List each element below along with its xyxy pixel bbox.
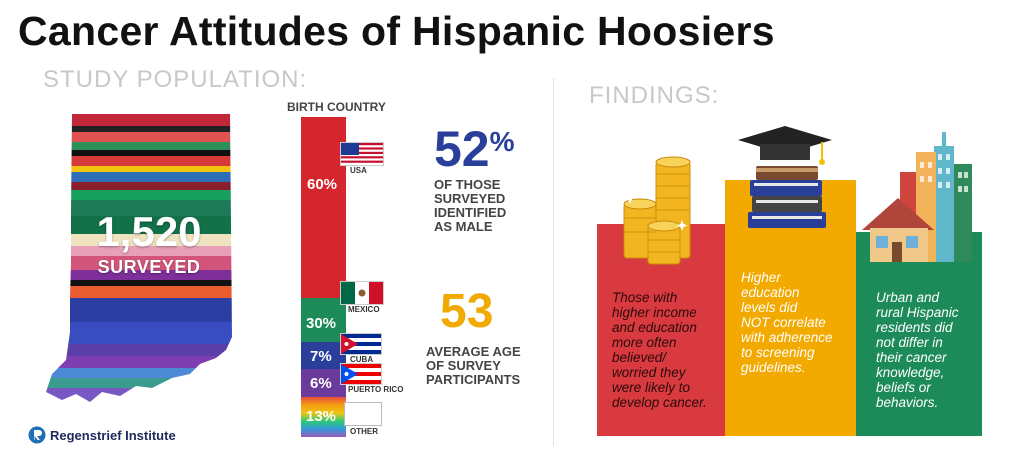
finding-urban-rural-text: Urban and rural Hispanic residents did n… <box>876 290 959 410</box>
gold-coins-icon <box>623 156 691 265</box>
finding-line: Urban and <box>876 290 940 305</box>
age-stat-line: OF SURVEY <box>426 358 501 373</box>
finding-line: knowledge, <box>876 365 945 380</box>
other-percent: 13% <box>306 408 337 425</box>
findings-heading: FINDINGS: <box>589 82 720 109</box>
finding-line: worried they <box>612 365 686 380</box>
finding-line: more often <box>612 335 677 350</box>
male-stat-line: AS MALE <box>434 219 493 234</box>
finding-line: rural Hispanic <box>876 305 959 320</box>
finding-line: were likely to <box>612 380 691 395</box>
finding-line: guidelines. <box>741 360 806 375</box>
finding-line: behaviors. <box>876 395 939 410</box>
bar-segment-cuba <box>301 342 346 369</box>
puerto-rico-flag-icon <box>340 363 382 385</box>
usa-label: USA <box>350 166 367 175</box>
male-stat-line: IDENTIFIED <box>434 205 507 220</box>
mexico-flag-icon <box>340 281 384 305</box>
finding-card-urban-rural <box>856 232 982 436</box>
finding-line: levels did <box>741 300 798 315</box>
indiana-map-illustration <box>46 114 232 402</box>
surveyed-count: 1,520 <box>96 208 202 255</box>
mexico-percent: 30% <box>306 315 337 332</box>
male-percent-suffix: % <box>489 126 515 157</box>
section-divider <box>553 78 554 446</box>
graduation-cap-books-icon <box>738 126 832 228</box>
cuba-percent: 7% <box>310 348 332 365</box>
birth-country-title: BIRTH COUNTRY <box>287 100 386 114</box>
finding-line: believed/ <box>612 350 667 365</box>
finding-line: their cancer <box>876 350 947 365</box>
finding-line: NOT correlate <box>741 315 826 330</box>
finding-income-text: Those with higher income and education m… <box>612 290 707 410</box>
bar-segment-other <box>301 397 346 437</box>
average-age-text: AVERAGE AGE OF SURVEY PARTICIPANTS <box>426 345 521 387</box>
finding-line: residents did <box>876 320 953 335</box>
surveyed-label: SURVEYED <box>97 257 201 277</box>
other-flag-placeholder-icon <box>344 402 382 426</box>
male-stat-line: OF THOSE <box>434 177 501 192</box>
finding-line: Those with <box>612 290 678 305</box>
finding-line: and education <box>612 320 697 335</box>
finding-education-text: Higher education levels did NOT correlat… <box>741 270 833 375</box>
city-house-icon <box>862 132 972 262</box>
male-percent-stat: 52% <box>434 120 515 178</box>
cuba-flag-icon <box>340 333 382 355</box>
regenstrief-logo-icon <box>28 426 46 444</box>
finding-line: not differ in <box>876 335 943 350</box>
finding-line: with adherence <box>741 330 833 345</box>
puerto-rico-label: PUERTO RICO <box>348 385 404 394</box>
bar-segment-puerto-rico <box>301 369 346 397</box>
finding-line: beliefs or <box>876 380 931 395</box>
puerto-rico-percent: 6% <box>310 375 332 392</box>
finding-line: Higher <box>741 270 781 285</box>
mexico-label: MEXICO <box>348 305 380 314</box>
usa-percent: 60% <box>307 176 338 193</box>
other-label: OTHER <box>350 427 378 436</box>
usa-flag-icon <box>340 142 384 166</box>
regenstrief-logo-text: Regenstrief Institute <box>50 428 176 443</box>
bar-segment-mexico <box>301 298 346 342</box>
finding-line: develop cancer. <box>612 395 707 410</box>
age-stat-line: AVERAGE AGE <box>426 344 521 359</box>
page-title: Cancer Attitudes of Hispanic Hoosiers <box>18 8 775 54</box>
age-stat-line: PARTICIPANTS <box>426 372 521 387</box>
finding-line: education <box>741 285 800 300</box>
male-percent-value: 52 <box>434 121 490 177</box>
male-stat-text: OF THOSE SURVEYED IDENTIFIED AS MALE <box>434 178 506 234</box>
bar-segment-usa <box>301 117 346 298</box>
cuba-label: CUBA <box>350 355 374 364</box>
finding-line: to screening <box>741 345 815 360</box>
study-population-heading: STUDY POPULATION: <box>43 66 308 93</box>
finding-line: higher income <box>612 305 697 320</box>
male-stat-line: SURVEYED <box>434 191 506 206</box>
average-age-value: 53 <box>440 285 494 338</box>
